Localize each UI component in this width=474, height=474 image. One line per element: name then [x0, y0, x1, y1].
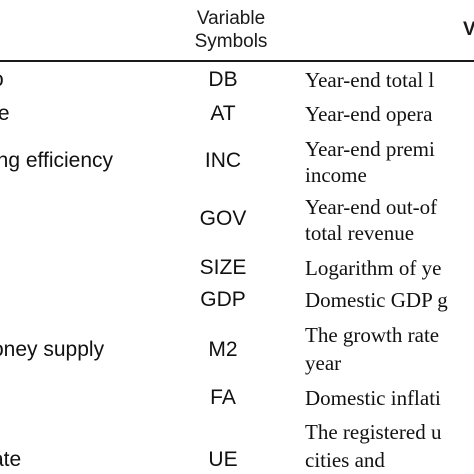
symbols-header: Variable Symbols — [186, 7, 276, 53]
definition-m2-line2: year — [305, 351, 342, 375]
symbols-header-line1: Variable — [196, 8, 266, 29]
symbol-fa: FA — [210, 386, 236, 409]
definition-ue-line2: cities and — [305, 448, 385, 472]
symbol-gov: GOV — [199, 207, 247, 230]
definition-header-fragment: V — [463, 19, 474, 40]
variable-name-m2: oney supply — [0, 338, 105, 361]
definition-gov-line2: total revenue — [305, 221, 415, 245]
variable-name-at: te — [0, 102, 10, 125]
definition-at: Year-end opera — [305, 102, 433, 126]
definition-db: Year-end total l — [305, 68, 435, 92]
symbol-db: DB — [208, 68, 238, 91]
definition-fa: Domestic inflati — [305, 386, 441, 410]
symbol-size: SIZE — [199, 256, 247, 279]
symbols-header-line2: Symbols — [194, 31, 268, 52]
definition-gdp: Domestic GDP g — [305, 288, 448, 312]
definition-inc-line1: Year-end premi — [305, 137, 435, 161]
definition-gov-line1: Year-end out-of — [305, 195, 438, 219]
symbol-m2: M2 — [208, 338, 238, 361]
variable-name-ue: ate — [0, 448, 22, 471]
symbol-at: AT — [210, 102, 236, 125]
definition-inc-line2: income — [305, 163, 367, 187]
definition-m2-line1: The growth rate — [305, 323, 440, 347]
variable-name-db: o — [0, 68, 4, 92]
definition-ue-line1: The registered u — [305, 420, 442, 444]
header-rule — [0, 60, 474, 62]
symbol-ue: UE — [208, 448, 238, 471]
symbol-inc: INC — [204, 149, 242, 172]
definition-size: Logarithm of ye — [305, 256, 442, 280]
variable-name-inc: ing efficiency — [0, 149, 114, 172]
symbol-gdp: GDP — [200, 288, 246, 311]
